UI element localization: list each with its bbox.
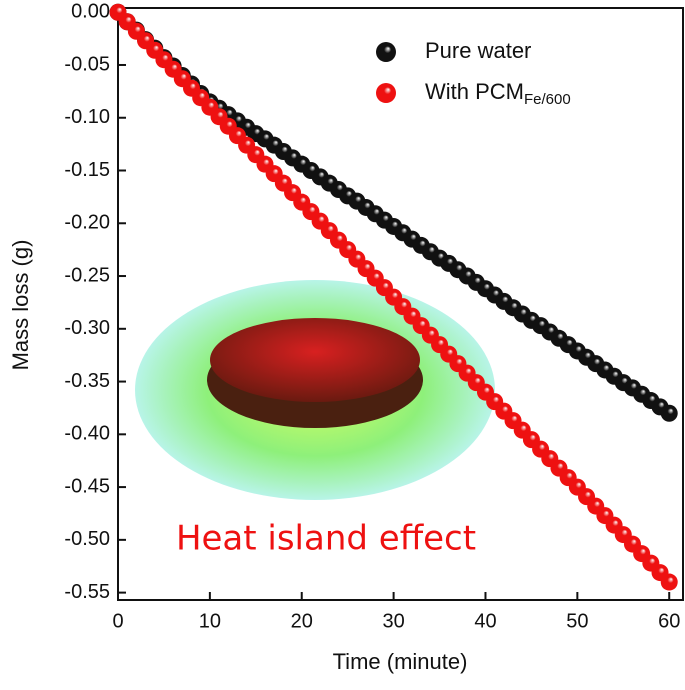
- x-tick-label: 10: [199, 610, 221, 632]
- x-axis-label: Time (minute): [333, 649, 468, 674]
- plot-frame: [117, 7, 684, 601]
- legend-label: With PCMFe/600: [425, 79, 571, 108]
- annotation: Heat island effect: [176, 519, 476, 559]
- legend-name: Pure water: [425, 38, 531, 63]
- y-tick-label: -0.05: [64, 53, 110, 75]
- data-point: [660, 404, 678, 422]
- y-axis-label: Mass loss (g): [8, 240, 33, 371]
- y-tick-label: -0.15: [64, 159, 110, 181]
- legend-label: Pure water: [425, 38, 531, 63]
- legend: Pure water With PCMFe/600: [376, 38, 571, 108]
- x-tick-label: 40: [474, 610, 496, 632]
- legend-marker: [376, 42, 396, 62]
- y-tick-label: -0.35: [64, 370, 110, 392]
- legend-marker: [376, 83, 396, 103]
- legend-name: With PCM: [425, 79, 524, 104]
- y-tick-label: 0.00: [71, 1, 110, 23]
- y-tick-label: -0.25: [64, 264, 110, 286]
- y-tick-label: -0.10: [64, 106, 110, 128]
- data-point: [660, 573, 678, 591]
- x-tick-label: 20: [291, 610, 313, 632]
- legend-subscript: Fe/600: [524, 91, 571, 108]
- y-tick-label: -0.50: [64, 528, 110, 550]
- y-tick-label: -0.20: [64, 212, 110, 234]
- y-tick-label: -0.55: [64, 581, 110, 603]
- x-tick-label: 50: [566, 610, 588, 632]
- x-tick-label: 60: [658, 610, 680, 632]
- photo: [135, 280, 495, 500]
- y-tick-label: -0.45: [64, 475, 110, 497]
- x-tick-label: 30: [382, 610, 404, 632]
- y-tick-label: -0.30: [64, 317, 110, 339]
- y-tick-label: -0.40: [64, 423, 110, 445]
- x-tick-label: 0: [112, 610, 123, 632]
